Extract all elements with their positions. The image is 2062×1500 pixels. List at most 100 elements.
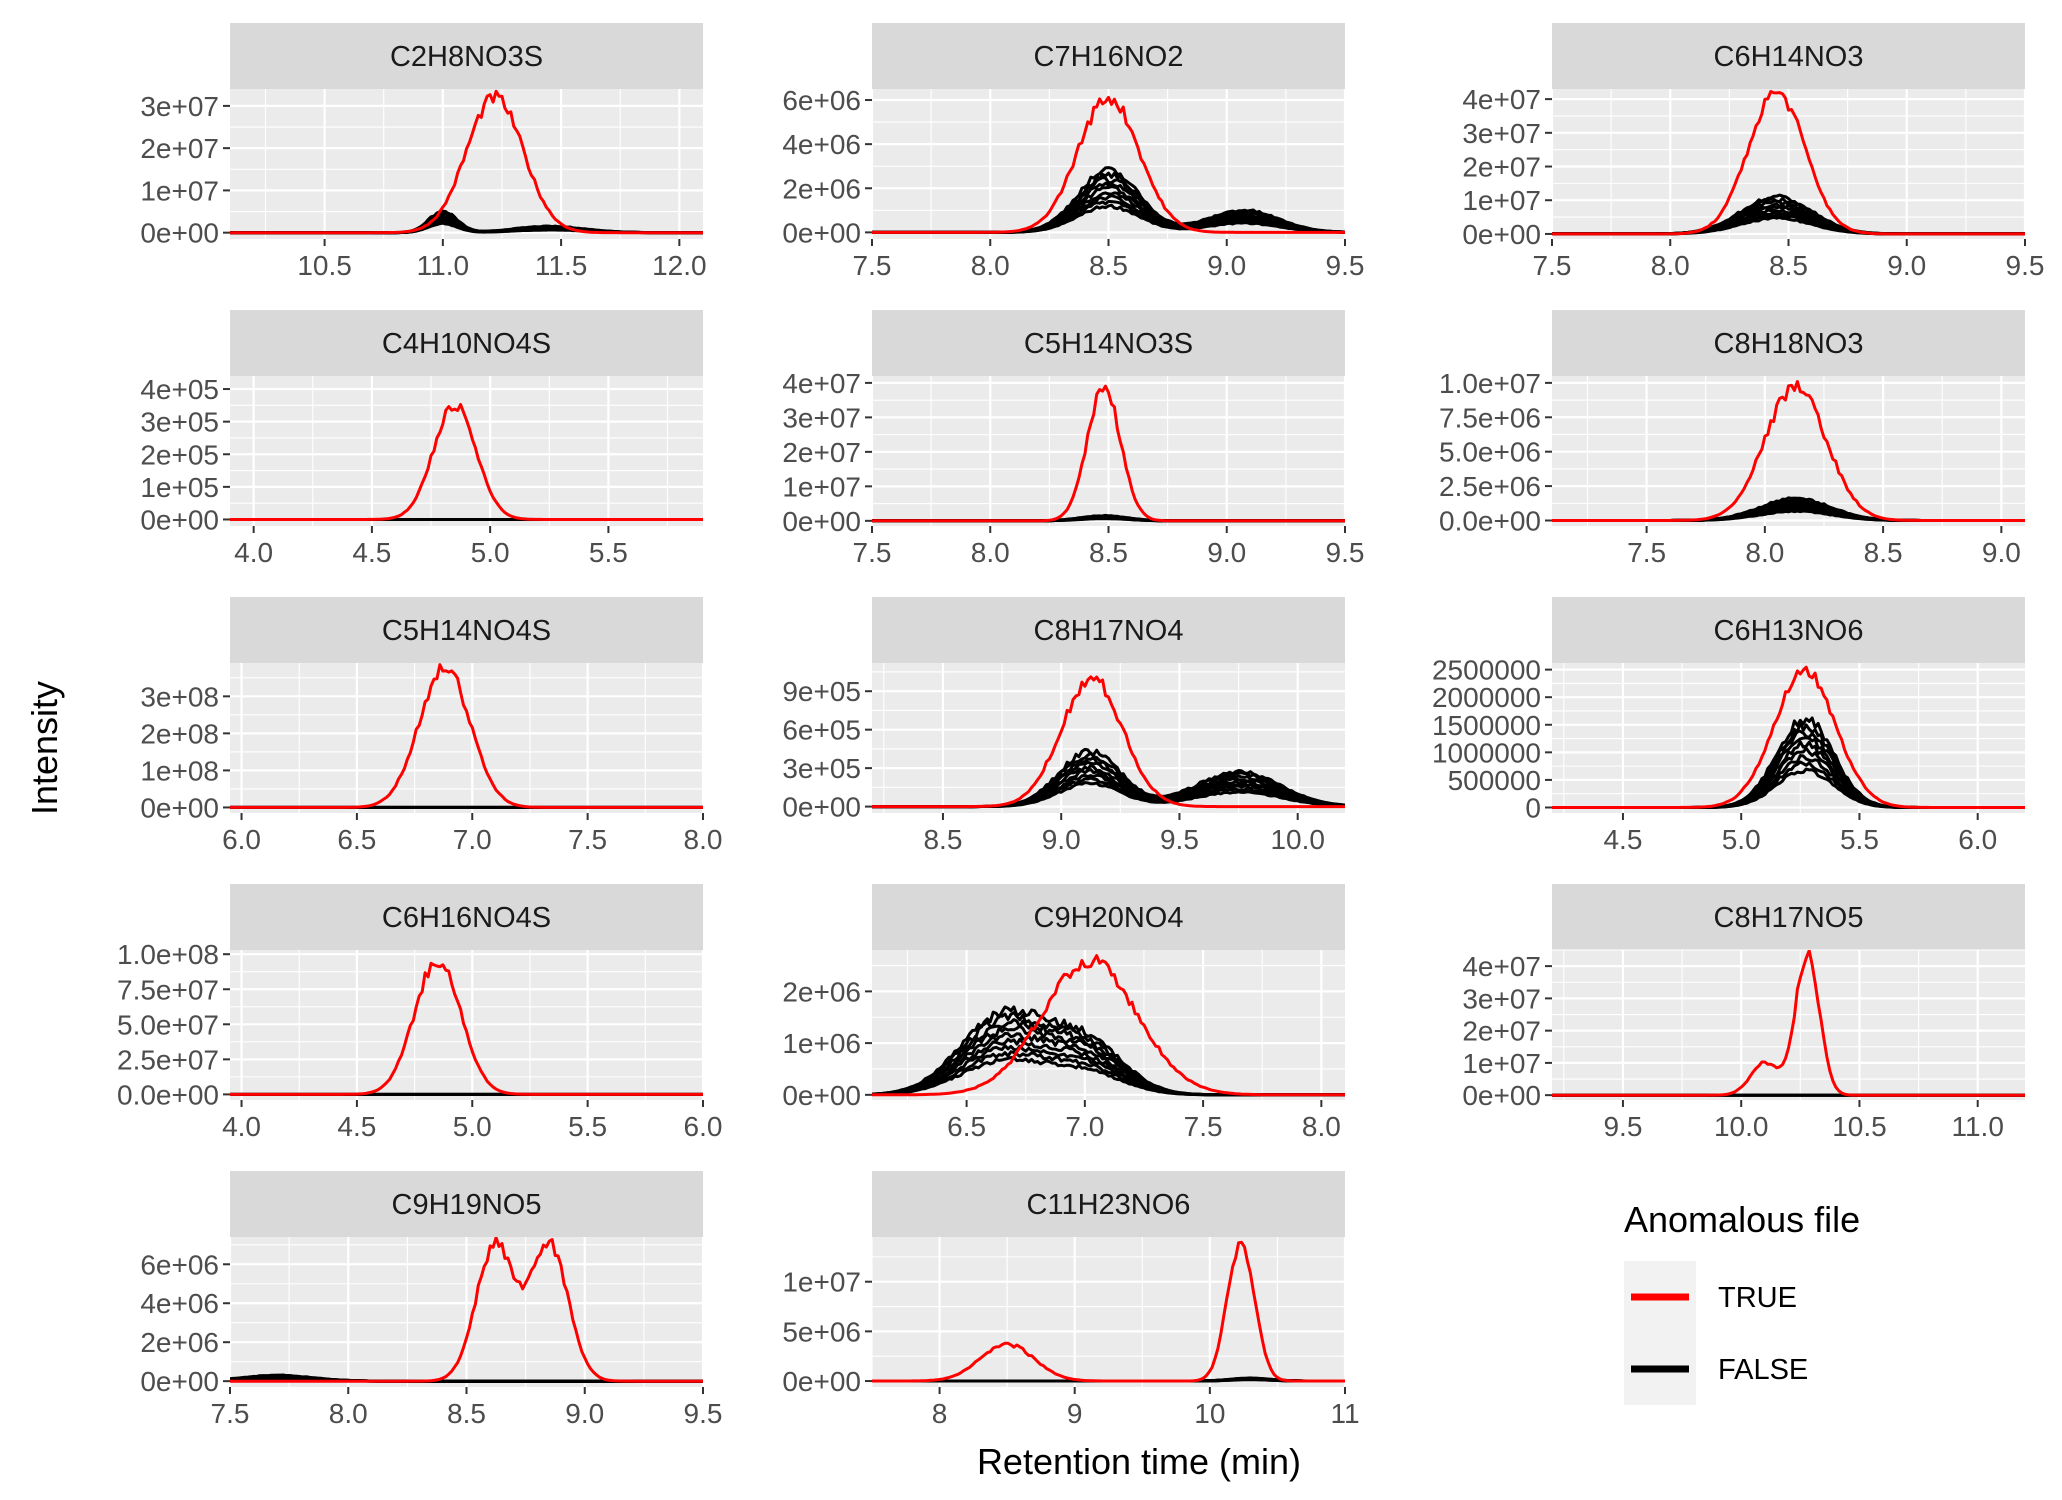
trace-true <box>1552 950 2025 1097</box>
x-tick-label: 8.5 <box>1864 537 1903 568</box>
y-tick-label: 4e+07 <box>782 368 861 399</box>
x-tick-label: 5.5 <box>589 537 628 568</box>
trace-true <box>230 89 703 235</box>
y-tick-label: 7.5e+07 <box>117 974 219 1005</box>
x-tick-label: 8.5 <box>1089 537 1128 568</box>
strip-background <box>872 310 1345 376</box>
x-tick-label: 6.0 <box>1958 824 1997 855</box>
x-tick-label: 4.0 <box>234 537 273 568</box>
trace-true <box>230 663 703 809</box>
x-tick-label: 8.0 <box>1745 537 1784 568</box>
strip-background <box>230 597 703 663</box>
strip-background <box>872 1171 1345 1237</box>
y-tick-label: 0.0e+00 <box>1439 505 1541 536</box>
x-tick-label: 7.5 <box>1533 250 1572 281</box>
strip-background <box>230 1171 703 1237</box>
y-tick-label: 5.0e+06 <box>1439 437 1541 468</box>
x-tick-label: 7.0 <box>453 824 492 855</box>
panel-background <box>872 1237 1345 1387</box>
strip-title: C4H10NO4S <box>382 328 551 360</box>
y-tick-label: 1e+05 <box>140 472 219 503</box>
y-tick-label: 3e+08 <box>140 681 219 712</box>
x-tick-label: 8.0 <box>971 250 1010 281</box>
y-tick-label: 1e+06 <box>782 1028 861 1059</box>
x-tick-label: 7.5 <box>853 250 892 281</box>
y-tick-label: 0e+00 <box>140 504 219 535</box>
x-tick-label: 6.5 <box>337 824 376 855</box>
x-tick-label: 8 <box>932 1398 948 1429</box>
panel-traces <box>1552 90 2025 236</box>
trace-true <box>872 1240 1345 1383</box>
y-tick-label: 1e+07 <box>1462 1048 1541 1079</box>
y-tick-label: 2e+06 <box>140 1327 219 1358</box>
y-tick-label: 2500000 <box>1432 655 1541 686</box>
x-tick-label: 9.5 <box>1603 1111 1642 1142</box>
strip-background <box>230 884 703 950</box>
x-tick-label: 4.0 <box>222 1111 261 1142</box>
y-tick-label: 1e+08 <box>140 755 219 786</box>
trace-true <box>230 403 703 521</box>
x-tick-label: 9.0 <box>1887 250 1926 281</box>
y-tick-label: 2e+05 <box>140 439 219 470</box>
x-tick-label: 8.0 <box>684 824 723 855</box>
y-tick-label: 2.5e+07 <box>117 1044 219 1075</box>
y-tick-label: 2e+08 <box>140 718 219 749</box>
x-tick-label: 10 <box>1194 1398 1225 1429</box>
panel-traces <box>872 95 1345 234</box>
panel-background <box>230 89 703 239</box>
x-tick-label: 11.0 <box>1951 1111 2003 1142</box>
y-tick-label: 3e+05 <box>782 753 861 784</box>
x-tick-label: 6.0 <box>222 824 261 855</box>
trace-true <box>872 675 1345 809</box>
legend: Anomalous file TRUE FALSE <box>1624 1199 1860 1405</box>
x-tick-label: 8.5 <box>1089 250 1128 281</box>
x-tick-label: 7.0 <box>1065 1111 1104 1142</box>
x-tick-label: 9.5 <box>684 1398 723 1429</box>
trace-true <box>1552 665 2025 809</box>
panel-background <box>1552 950 2025 1100</box>
y-tick-label: 0e+00 <box>782 792 861 823</box>
legend-title: Anomalous file <box>1624 1199 1860 1240</box>
y-tick-label: 1e+07 <box>782 471 861 502</box>
strip-background <box>230 310 703 376</box>
panel-c4h10no4s: C4H10NO4S 4.0 4.5 5.0 5.5 0e+001e+052e+053e+0… <box>140 310 703 568</box>
trace-true <box>230 1237 703 1383</box>
y-tick-label: 3e+05 <box>140 407 219 438</box>
y-tick-label: 3e+07 <box>1462 118 1541 149</box>
y-tick-label: 9e+05 <box>782 676 861 707</box>
y-tick-label: 1e+07 <box>140 175 219 206</box>
x-tick-label: 5.5 <box>1840 824 1879 855</box>
strip-background <box>1552 884 2025 950</box>
strip-title: C5H14NO3S <box>1024 328 1193 360</box>
x-tick-label: 5.0 <box>471 537 510 568</box>
strip-title: C9H20NO4 <box>1034 902 1184 934</box>
x-tick-label: 9.5 <box>2006 250 2045 281</box>
panel-c9h19no5: C9H19NO5 7.5 8.0 8.5 9.0 9.5 0e+00 2e+06 4e+06 6e… <box>140 1171 722 1429</box>
trace-true <box>1552 380 2025 522</box>
x-tick-label: 8.0 <box>971 537 1010 568</box>
x-tick-label: 9 <box>1067 1398 1083 1429</box>
strip-background <box>230 23 703 89</box>
panel-traces <box>872 384 1345 523</box>
panel-c9h20no4: C9H20NO4 6.5 7.0 7.5 8.0 0e+00 1e+06 2e+06 <box>782 884 1345 1142</box>
y-tick-label: 0e+00 <box>782 217 861 248</box>
x-tick-label: 7.5 <box>1627 537 1666 568</box>
x-tick-label: 11 <box>1330 1398 1359 1429</box>
x-tick-label: 10.5 <box>297 250 352 281</box>
legend-label-true: TRUE <box>1718 1282 1797 1314</box>
x-tick-label: 7.5 <box>568 824 607 855</box>
y-tick-label: 6e+06 <box>140 1249 219 1280</box>
x-tick-label: 9.5 <box>1326 537 1365 568</box>
y-axis-title: Intensity <box>24 681 65 815</box>
y-tick-label: 4e+07 <box>1462 951 1541 982</box>
x-tick-label: 7.5 <box>1184 1111 1223 1142</box>
strip-title: C7H16NO2 <box>1034 41 1184 73</box>
x-tick-label: 8.0 <box>1651 250 1690 281</box>
x-tick-label: 9.0 <box>1042 824 1081 855</box>
strip-title: C8H17NO4 <box>1034 615 1184 647</box>
panel-traces <box>872 675 1345 809</box>
y-tick-label: 5.0e+07 <box>117 1009 219 1040</box>
x-tick-label: 11.0 <box>417 250 469 281</box>
